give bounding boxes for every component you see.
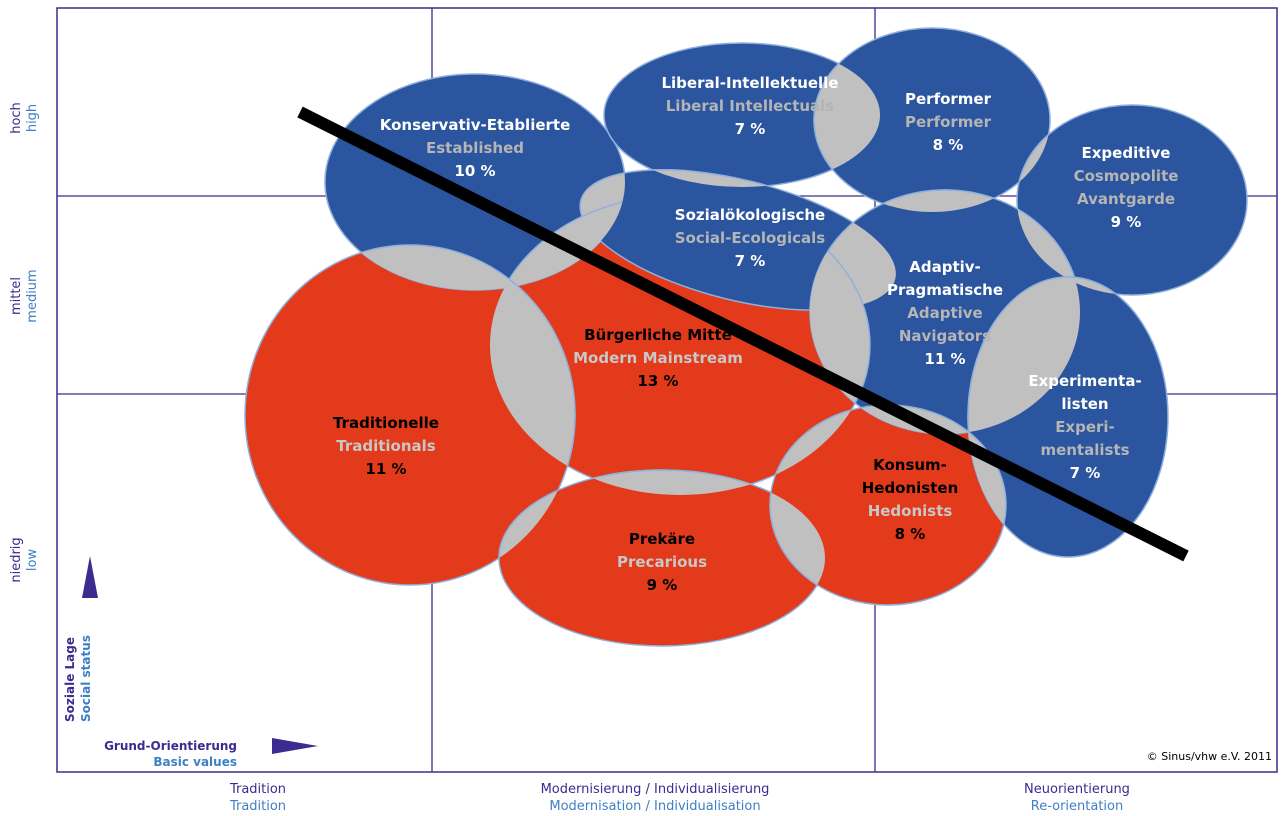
milieu-name-en: Adaptive bbox=[907, 304, 982, 322]
milieu-share: 11 % bbox=[365, 460, 406, 478]
milieu-name-de: Bürgerliche Mitte bbox=[584, 326, 732, 344]
milieu-name-en: Liberal Intellectuals bbox=[666, 97, 835, 115]
milieu-name-en: Traditionals bbox=[336, 437, 436, 455]
milieu-name-en: Experi- bbox=[1055, 418, 1115, 436]
milieu-name-en: Precarious bbox=[617, 553, 707, 571]
x-level-de: Neuorientierung bbox=[1024, 782, 1130, 797]
y-level-de: mittel bbox=[9, 277, 24, 315]
x-level-en: Tradition bbox=[229, 799, 286, 814]
milieu-name-en: Performer bbox=[905, 113, 992, 131]
milieu-share: 8 % bbox=[933, 136, 964, 154]
milieu-name-de: Expeditive bbox=[1082, 144, 1171, 162]
milieu-share: 7 % bbox=[735, 252, 766, 270]
milieu-name-en: Avantgarde bbox=[1077, 190, 1175, 208]
milieu-share: 11 % bbox=[924, 350, 965, 368]
y-title-en: Social status bbox=[79, 635, 93, 722]
diagonal bbox=[297, 106, 1189, 562]
y-level-en: medium bbox=[25, 269, 40, 322]
milieu-name-de: listen bbox=[1061, 395, 1108, 413]
milieu-name-de: Pragmatische bbox=[887, 281, 1003, 299]
milieu-name-de: Traditionelle bbox=[333, 414, 439, 432]
milieu-name-en: Modern Mainstream bbox=[573, 349, 743, 367]
milieu-name-de: Experimenta- bbox=[1028, 372, 1141, 390]
x-level-de: Modernisierung / Individualisierung bbox=[541, 782, 770, 797]
milieu-name-de: Hedonisten bbox=[862, 479, 959, 497]
labels: Konservativ-Etablierte Established 10 % Lib… bbox=[333, 74, 1178, 594]
milieu-share: 10 % bbox=[454, 162, 495, 180]
y-level-en: high bbox=[25, 104, 40, 132]
milieu-share: 7 % bbox=[735, 120, 766, 138]
copyright: © Sinus/vhw e.V. 2011 bbox=[1147, 750, 1272, 763]
milieu-name-de: Konsum- bbox=[873, 456, 947, 474]
milieu-name-de: Liberal-Intellektuelle bbox=[661, 74, 838, 92]
milieu-name-en: Navigators bbox=[899, 327, 991, 345]
milieu-name-de: Adaptiv- bbox=[909, 258, 981, 276]
x-title-de: Grund-Orientierung bbox=[104, 739, 237, 753]
x-level-en: Re-orientation bbox=[1031, 799, 1124, 814]
milieu-name-de: Prekäre bbox=[629, 530, 695, 548]
milieu-name-en: Hedonists bbox=[868, 502, 953, 520]
milieu-share: 13 % bbox=[637, 372, 678, 390]
milieu-name-en: mentalists bbox=[1040, 441, 1129, 459]
x-level-de: Tradition bbox=[229, 782, 286, 797]
arrow-right bbox=[272, 738, 318, 754]
milieu-name-en: Cosmopolite bbox=[1074, 167, 1179, 185]
milieu-name-en: Established bbox=[426, 139, 524, 157]
y-axis: hoch high mittel medium niedrig low Soziale La… bbox=[9, 102, 93, 722]
y-title-de: Soziale Lage bbox=[63, 637, 77, 722]
milieu-share: 9 % bbox=[1111, 213, 1142, 231]
x-axis: Tradition Tradition Modernisierung / Indiv… bbox=[104, 739, 1130, 814]
milieu-name-en: Social-Ecologicals bbox=[675, 229, 826, 247]
frame bbox=[56, 7, 1278, 773]
milieu-share: 9 % bbox=[647, 576, 678, 594]
y-level-de: niedrig bbox=[9, 537, 24, 582]
milieu-share: 7 % bbox=[1070, 464, 1101, 482]
x-level-en: Modernisation / Individualisation bbox=[549, 799, 760, 814]
arrow-up bbox=[82, 556, 98, 598]
x-title-en: Basic values bbox=[153, 755, 237, 769]
y-level-en: low bbox=[25, 549, 40, 572]
milieu-name-de: Performer bbox=[905, 90, 992, 108]
milieu-name-de: Sozialökologische bbox=[675, 206, 825, 224]
y-level-de: hoch bbox=[9, 102, 24, 134]
milieu-name-de: Konservativ-Etablierte bbox=[380, 116, 571, 134]
milieu-share: 8 % bbox=[895, 525, 926, 543]
